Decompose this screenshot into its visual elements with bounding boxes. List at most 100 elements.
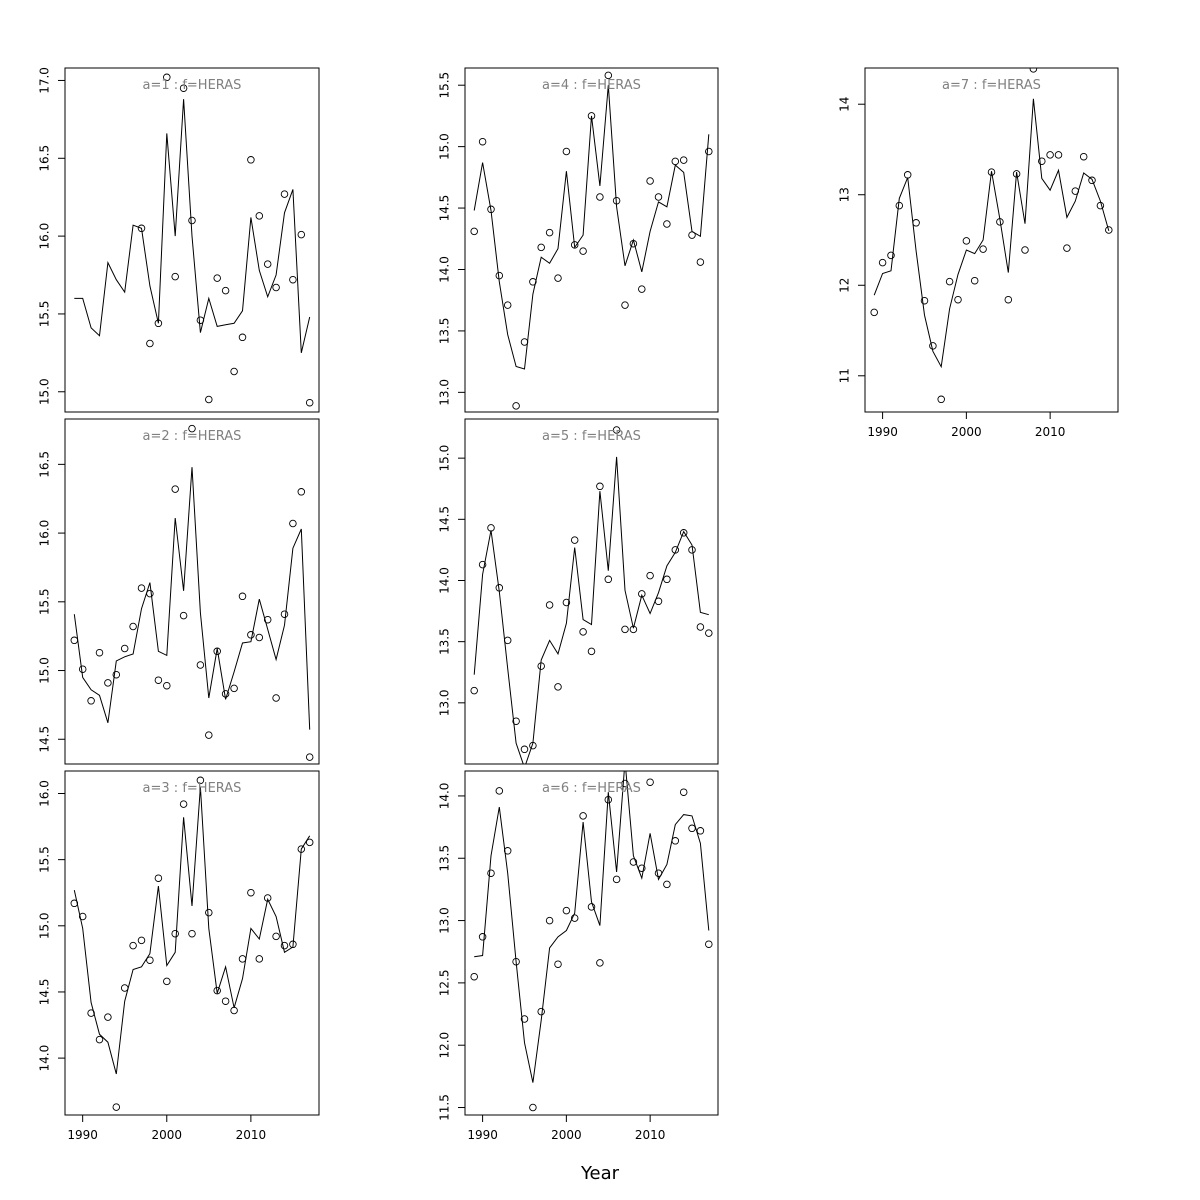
observed-point <box>478 137 487 146</box>
observed-point <box>487 205 495 214</box>
y-tick-label: 15.0 <box>38 912 52 939</box>
observed-point <box>230 684 238 693</box>
observed-point <box>163 73 171 82</box>
observed-point <box>112 1103 121 1111</box>
observed-point <box>970 276 979 285</box>
observed-point <box>604 795 613 804</box>
observed-point <box>696 623 705 631</box>
observed-point <box>629 858 638 866</box>
observed-point <box>470 227 478 236</box>
observed-point <box>163 681 171 690</box>
observed-point <box>570 914 579 922</box>
observed-point <box>470 686 478 695</box>
observed-point <box>638 590 646 598</box>
y-tick-label: 13.5 <box>438 845 452 872</box>
panel-1: 15.0 15.5 16.0 16.5 17.0 a=1 : f=HERAS <box>38 67 320 413</box>
panel-frame <box>864 67 1119 413</box>
observed-point <box>929 342 937 350</box>
y-tick-label: 12.5 <box>438 970 452 997</box>
panel-title: a=7 : f=HERAS <box>942 78 1041 93</box>
observed-point <box>1038 157 1046 165</box>
observed-point <box>154 319 163 328</box>
observed-point <box>529 1103 537 1112</box>
observed-point <box>163 977 171 986</box>
observed-point <box>179 611 188 620</box>
observed-point <box>280 941 289 950</box>
observed-point <box>487 869 495 877</box>
observed-point <box>562 598 571 607</box>
fitted-line <box>473 456 709 764</box>
observed-point <box>570 536 579 544</box>
observed-point <box>238 592 247 601</box>
observed-point <box>520 338 529 346</box>
plot-area <box>74 73 314 407</box>
observed-point <box>612 875 621 884</box>
observed-point <box>1096 201 1105 210</box>
observed-point <box>247 888 255 897</box>
observed-point <box>688 824 696 833</box>
x-tick-label: 1990 <box>867 425 898 439</box>
y-tick-label: 15.5 <box>38 846 52 873</box>
observed-point <box>495 271 504 280</box>
observed-point <box>1088 176 1096 185</box>
panel-5: 13.0 13.5 14.0 14.5 15.0 a=5 : f=HERAS <box>438 418 719 765</box>
observed-point <box>112 670 121 679</box>
observed-point <box>529 741 537 750</box>
observed-point <box>654 193 663 201</box>
observed-point <box>679 529 688 537</box>
panel-frame <box>464 770 719 1116</box>
observed-point <box>529 278 537 286</box>
observed-point <box>570 241 579 249</box>
x-tick-label: 2010 <box>236 1128 267 1142</box>
observed-point <box>238 333 247 342</box>
y-tick-label: 15.0 <box>438 133 452 160</box>
observed-point <box>247 631 255 639</box>
observed-point <box>297 230 306 239</box>
observed-point <box>78 665 87 673</box>
observed-point <box>621 625 629 634</box>
observed-point <box>545 228 554 237</box>
observed-point <box>213 986 221 995</box>
observed-point <box>903 171 912 179</box>
y-tick-label: 16.0 <box>38 520 52 547</box>
observed-point <box>305 753 314 761</box>
observed-point <box>70 636 79 645</box>
observed-point <box>629 625 638 634</box>
panel-frame <box>64 67 320 413</box>
observed-point <box>621 779 629 788</box>
observed-point <box>146 956 154 964</box>
observed-point <box>188 929 196 938</box>
observed-point <box>554 683 562 691</box>
observed-point <box>696 258 705 266</box>
observed-point <box>671 837 680 845</box>
y-tick-label: 14.5 <box>38 726 52 753</box>
observed-point <box>587 647 596 656</box>
fitted-line <box>74 99 311 354</box>
observed-point <box>221 690 230 698</box>
observed-point <box>120 984 129 992</box>
y-tick-label: 13.0 <box>438 379 452 406</box>
y-tick-label: 11.5 <box>438 1094 452 1121</box>
panel-title: a=5 : f=HERAS <box>542 429 641 444</box>
observed-point <box>621 301 629 309</box>
observed-point <box>247 156 255 164</box>
observed-point <box>679 788 688 796</box>
x-tick-label: 2010 <box>1035 425 1066 439</box>
observed-point <box>104 1013 112 1021</box>
observed-point <box>654 597 663 606</box>
x-tick-label: 2010 <box>635 1128 666 1142</box>
observed-point <box>696 827 705 835</box>
observed-point <box>171 929 179 938</box>
observed-point <box>78 912 87 921</box>
observed-point <box>196 776 205 785</box>
observed-point <box>987 168 996 176</box>
panel-4: 13.0 13.5 14.0 14.5 15.0 15.5 a=4 : f=HERAS <box>438 67 719 413</box>
y-tick-label: 11 <box>838 368 852 383</box>
y-tick-label: 12 <box>838 278 852 293</box>
y-tick-label: 15.5 <box>438 72 452 99</box>
observed-point <box>945 277 954 286</box>
observed-point <box>503 301 512 309</box>
y-tick-label: 16.0 <box>38 223 52 250</box>
observed-point <box>996 218 1004 226</box>
observed-point <box>679 156 688 164</box>
